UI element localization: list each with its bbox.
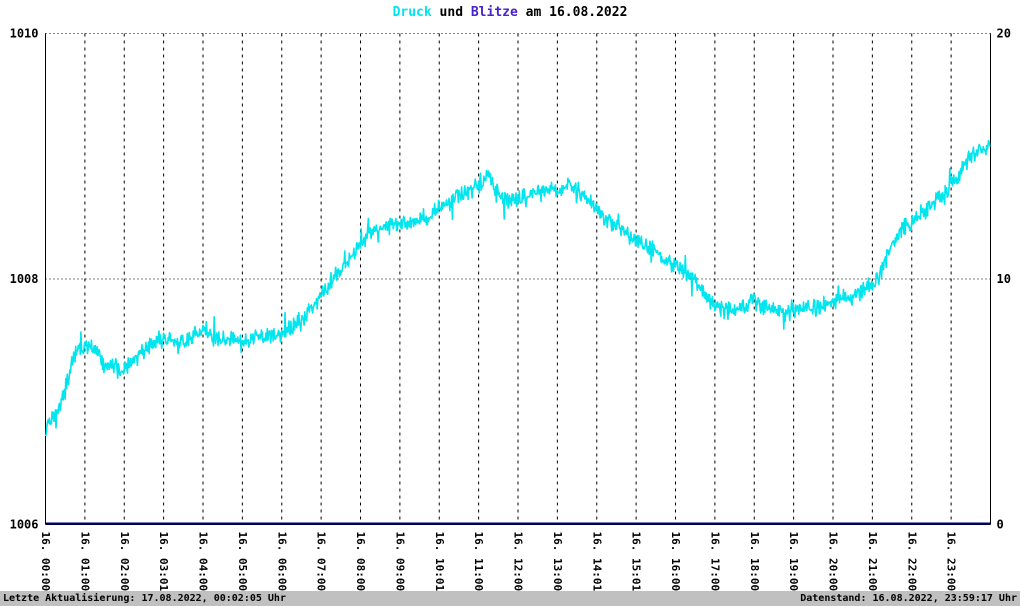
x-tick-label: 16. 02:00 bbox=[118, 532, 131, 592]
y-right-tick-label: 0 bbox=[997, 518, 1004, 532]
x-tick-label: 16. 00:00 bbox=[39, 532, 52, 592]
title-druck-label: Druck bbox=[392, 5, 432, 20]
x-tick-label: 16. 09:00 bbox=[393, 532, 406, 592]
y-left-tick-label: 1006 bbox=[10, 518, 39, 532]
x-tick-label: 16. 04:00 bbox=[197, 532, 210, 592]
x-tick-label: 16. 08:00 bbox=[354, 532, 367, 592]
x-tick-label: 16. 03:01 bbox=[157, 532, 170, 592]
x-tick-label: 16. 15:01 bbox=[630, 532, 643, 592]
data-timestamp-text: Datenstand: 16.08.2022, 23:59:17 Uhr bbox=[800, 593, 1017, 604]
x-tick-label: 16. 12:00 bbox=[512, 532, 525, 592]
x-tick-label: 16. 16:00 bbox=[669, 532, 682, 592]
x-tick-label: 16. 23:00 bbox=[945, 532, 958, 592]
x-tick-label: 16. 22:00 bbox=[905, 532, 918, 592]
x-tick-label: 16. 01:00 bbox=[78, 532, 91, 592]
axis-labels: 1006 1008 1010 0 10 20 16. 00:00 16. 01:00 16. 0… bbox=[10, 27, 1011, 592]
x-tick-label: 16. 10:01 bbox=[433, 532, 446, 592]
x-tick-label: 16. 07:00 bbox=[315, 532, 328, 592]
x-tick-label: 16. 21:00 bbox=[866, 532, 879, 592]
x-tick-label: 16. 11:00 bbox=[472, 532, 485, 592]
last-update-text: Letzte Aktualisierung: 17.08.2022, 00:02… bbox=[3, 593, 286, 604]
x-tick-label: 16. 13:00 bbox=[551, 532, 564, 592]
y-right-tick-label: 10 bbox=[997, 272, 1011, 286]
druck-series-line bbox=[44, 139, 991, 437]
chart-title: Druck und Blitze am 16.08.2022 bbox=[0, 5, 1020, 20]
x-tick-label: 16. 05:00 bbox=[236, 532, 249, 592]
gridlines bbox=[45, 33, 991, 525]
status-bar: Letzte Aktualisierung: 17.08.2022, 00:02… bbox=[0, 591, 1020, 606]
y-left-tick-label: 1010 bbox=[10, 27, 39, 41]
y-left-tick-label: 1008 bbox=[10, 272, 39, 286]
title-date-text: am 16.08.2022 bbox=[517, 5, 628, 20]
x-tick-label: 16. 17:00 bbox=[708, 532, 721, 592]
x-tick-label: 16. 06:00 bbox=[275, 532, 288, 592]
x-tick-label: 16. 19:00 bbox=[787, 532, 800, 592]
title-blitze-label: Blitze bbox=[470, 5, 518, 20]
y-right-tick-label: 20 bbox=[997, 27, 1011, 41]
x-tick-label: 16. 20:00 bbox=[827, 532, 840, 592]
x-tick-label: 16. 14:01 bbox=[590, 532, 603, 592]
x-tick-label: 16. 18:00 bbox=[748, 532, 761, 592]
title-und-text: und bbox=[431, 5, 471, 20]
